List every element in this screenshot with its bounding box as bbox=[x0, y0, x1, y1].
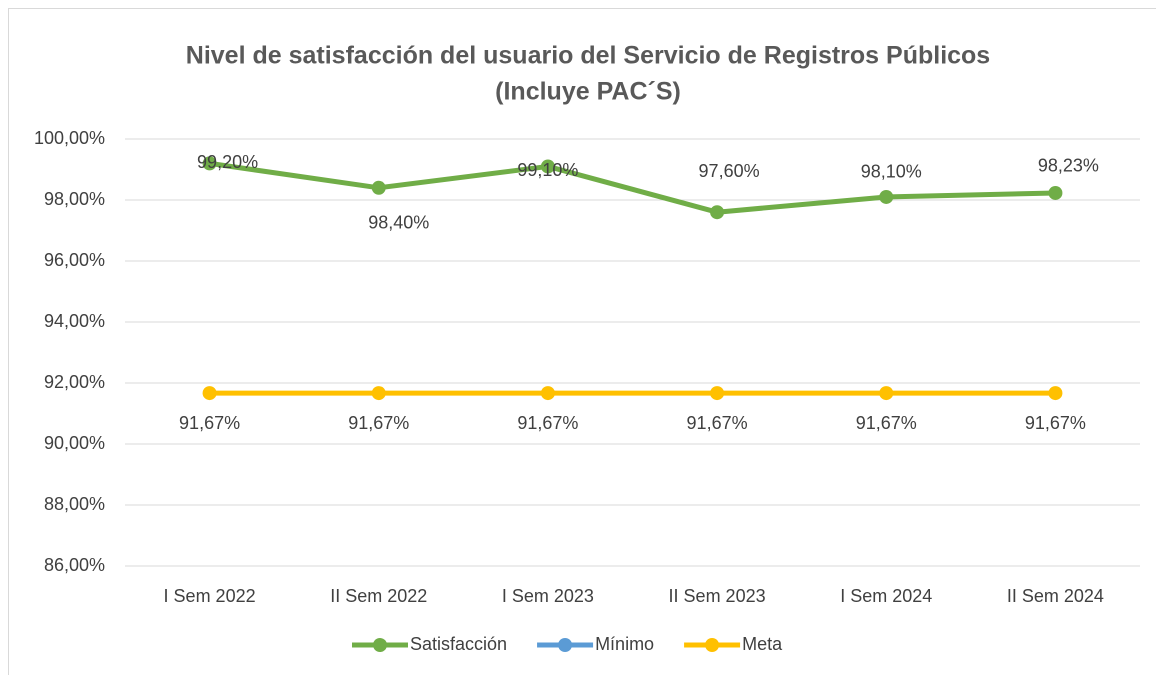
point bbox=[879, 190, 893, 204]
data-label: 98,23% bbox=[1038, 156, 1099, 176]
chart-title: Nivel de satisfacción del usuario del Se… bbox=[186, 42, 990, 70]
y-tick-label: 92,00% bbox=[44, 372, 105, 392]
legend-label: Meta bbox=[742, 634, 783, 654]
data-label: 91,67% bbox=[1025, 413, 1086, 433]
data-label: 91,67% bbox=[517, 413, 578, 433]
point bbox=[372, 181, 386, 195]
point bbox=[710, 386, 724, 400]
data-label: 91,67% bbox=[856, 413, 917, 433]
x-tick-label: II Sem 2024 bbox=[1007, 586, 1104, 606]
legend-marker bbox=[373, 638, 387, 652]
point bbox=[203, 386, 217, 400]
data-label: 97,60% bbox=[699, 161, 760, 181]
legend-marker bbox=[558, 638, 572, 652]
chart-frame bbox=[9, 9, 1156, 676]
data-label: 99,10% bbox=[517, 160, 578, 180]
y-tick-label: 86,00% bbox=[44, 555, 105, 575]
x-tick-label: I Sem 2022 bbox=[164, 586, 256, 606]
legend-marker bbox=[705, 638, 719, 652]
data-label: 99,20% bbox=[197, 152, 258, 172]
x-tick-label: II Sem 2022 bbox=[330, 586, 427, 606]
point bbox=[372, 386, 386, 400]
point bbox=[541, 386, 555, 400]
data-label: 91,67% bbox=[179, 413, 240, 433]
point bbox=[1048, 186, 1062, 200]
data-label: 98,40% bbox=[368, 213, 429, 233]
data-label: 91,67% bbox=[348, 413, 409, 433]
y-tick-label: 100,00% bbox=[34, 128, 105, 148]
x-tick-label: I Sem 2023 bbox=[502, 586, 594, 606]
data-label: 98,10% bbox=[861, 162, 922, 182]
y-tick-label: 96,00% bbox=[44, 250, 105, 270]
point bbox=[710, 205, 724, 219]
legend-label: Satisfacción bbox=[410, 634, 507, 654]
point bbox=[1048, 386, 1062, 400]
y-tick-label: 90,00% bbox=[44, 433, 105, 453]
legend-label: Mínimo bbox=[595, 634, 654, 654]
y-tick-label: 88,00% bbox=[44, 494, 105, 514]
data-label: 91,67% bbox=[687, 413, 748, 433]
y-tick-label: 98,00% bbox=[44, 189, 105, 209]
point bbox=[879, 386, 893, 400]
y-tick-label: 94,00% bbox=[44, 311, 105, 331]
x-tick-label: I Sem 2024 bbox=[840, 586, 932, 606]
chart-title: (Incluye PAC´S) bbox=[495, 78, 681, 106]
x-tick-label: II Sem 2023 bbox=[669, 586, 766, 606]
